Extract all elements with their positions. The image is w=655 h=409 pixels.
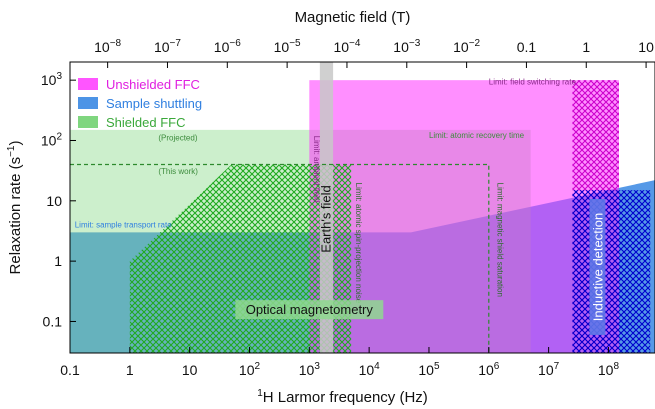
legend-label: Shielded FFC	[106, 115, 185, 130]
y-tick-label: 0.1	[43, 313, 63, 329]
earth-field-label-group: Earth's field	[318, 185, 333, 253]
top-tick-label: 10−2	[453, 38, 480, 55]
inductive-label-group: Inductive detection	[589, 199, 605, 335]
top-axis: 10−8 10−7 10−6 10−5 10−4 10−3 10−2 0.1 1 10	[94, 38, 654, 68]
legend-label: Unshielded FFC	[106, 77, 200, 92]
x-tick-label: 10	[182, 362, 198, 378]
legend-label: Sample shuttling	[106, 96, 202, 111]
top-tick-label: 10−3	[393, 38, 420, 55]
top-tick-label: 10−6	[214, 38, 241, 55]
x-tick-label: 103	[299, 361, 321, 378]
legend-swatch	[78, 97, 98, 109]
y-tick-label: 103	[41, 71, 63, 88]
top-tick-label: 10−4	[333, 38, 360, 55]
ann-sample-transport: Limit: sample transport rate	[75, 221, 172, 230]
top-tick-label: 10−5	[274, 38, 301, 55]
top-tick-label: 1	[582, 39, 590, 55]
x-axis-title: 1H Larmor frequency (Hz)	[257, 388, 428, 406]
legend: Unshielded FFC Sample shuttling Shielded F…	[78, 77, 202, 130]
legend-swatch	[78, 78, 98, 90]
y-axis-title: Relaxation rate (s−1)	[6, 141, 24, 275]
ann-this-work: (This work)	[158, 167, 198, 176]
top-tick-label: 10−7	[154, 38, 181, 55]
optical-magnetometry-label: Optical magnetometry	[246, 302, 374, 317]
ann-atomic-spin: Limit: atomic spin-projection noise	[354, 183, 363, 304]
ann-projected: (Projected)	[158, 133, 197, 142]
x-tick-label: 108	[598, 361, 620, 378]
x-tick-label: 107	[538, 361, 560, 378]
earth-field-label: Earth's field	[318, 185, 333, 253]
top-tick-label: 10−8	[94, 38, 121, 55]
y-tick-label: 10	[46, 193, 62, 209]
ann-magnetic-shield: Limit: magnetic shield saturation	[496, 183, 505, 297]
ann-field-switching: Limit: field switching rate	[489, 77, 577, 86]
inductive-detection-label: Inductive detection	[590, 213, 605, 321]
legend-swatch	[78, 116, 98, 128]
x-tick-label: 102	[239, 361, 261, 378]
inductive-detection-hatch	[572, 190, 650, 353]
top-tick-label: 10	[638, 39, 654, 55]
ann-atomic-recovery: Limit: atomic recovery time	[429, 131, 525, 140]
x-tick-label: 106	[478, 361, 500, 378]
x-tick-label: 104	[359, 361, 381, 378]
x-tick-label: 0.1	[60, 362, 80, 378]
x-tick-label: 105	[418, 361, 440, 378]
top-tick-label: 0.1	[517, 39, 537, 55]
top-axis-title: Magnetic field (T)	[295, 9, 411, 26]
y-tick-label: 102	[41, 131, 63, 148]
y-tick-label: 1	[54, 253, 62, 269]
x-tick-label: 1	[126, 362, 134, 378]
optical-label-group: Optical magnetometry	[235, 300, 383, 319]
